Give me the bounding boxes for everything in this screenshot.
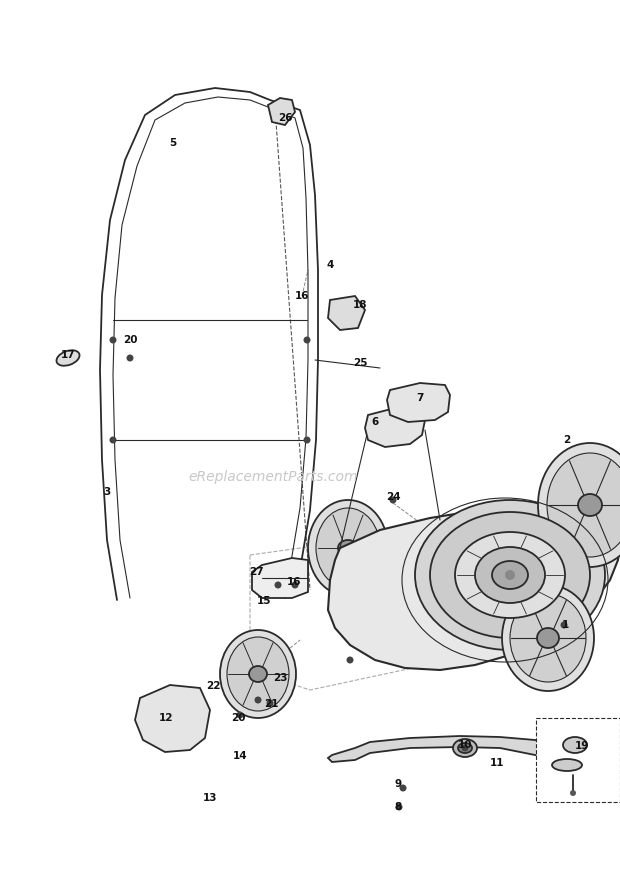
Text: 25: 25 [353,358,367,368]
Ellipse shape [458,743,472,753]
Ellipse shape [308,500,388,596]
Polygon shape [387,383,450,422]
Text: 10: 10 [458,740,472,750]
Ellipse shape [538,443,620,567]
Polygon shape [252,558,308,598]
Text: 20: 20 [123,335,137,345]
Text: 9: 9 [394,779,402,789]
Ellipse shape [316,508,380,588]
Text: 6: 6 [371,417,379,427]
Circle shape [291,582,298,588]
Circle shape [396,804,402,811]
Polygon shape [365,408,425,447]
Ellipse shape [475,547,545,603]
Ellipse shape [56,350,79,365]
Polygon shape [135,685,210,752]
Text: 26: 26 [278,113,292,123]
Polygon shape [328,296,365,330]
Circle shape [399,784,407,791]
Ellipse shape [563,737,587,753]
Ellipse shape [455,532,565,618]
Ellipse shape [227,637,289,711]
Ellipse shape [430,512,590,638]
Circle shape [304,337,311,344]
Ellipse shape [453,739,477,757]
Text: 2: 2 [564,435,570,445]
Circle shape [347,657,353,664]
Ellipse shape [578,494,602,516]
FancyBboxPatch shape [536,718,620,802]
Circle shape [304,437,311,444]
Text: 21: 21 [264,699,278,709]
Ellipse shape [338,540,358,556]
Circle shape [110,437,117,444]
Ellipse shape [537,628,559,648]
Text: 14: 14 [232,751,247,761]
Circle shape [275,582,281,588]
Ellipse shape [415,500,605,650]
Text: 18: 18 [353,300,367,310]
Circle shape [505,570,515,580]
Text: 20: 20 [231,713,246,723]
Ellipse shape [502,585,594,691]
Text: 19: 19 [575,741,589,751]
Circle shape [126,355,133,362]
Polygon shape [268,98,295,125]
Text: 5: 5 [169,138,177,148]
Text: eReplacementParts.com: eReplacementParts.com [188,470,358,484]
Circle shape [267,699,273,707]
Ellipse shape [492,561,528,589]
Text: 24: 24 [386,492,401,502]
Text: 23: 23 [273,673,287,683]
Polygon shape [328,508,620,670]
Polygon shape [328,736,560,762]
Ellipse shape [220,630,296,718]
Ellipse shape [552,759,582,771]
Text: 4: 4 [326,260,334,270]
Text: 17: 17 [61,350,75,360]
Ellipse shape [249,666,267,682]
Circle shape [560,622,567,628]
Text: 15: 15 [257,596,272,606]
Circle shape [570,790,576,796]
Circle shape [389,496,397,503]
Text: 12: 12 [159,713,173,723]
Ellipse shape [510,594,586,682]
Text: 16: 16 [286,577,301,587]
Text: 22: 22 [206,681,220,691]
Text: 3: 3 [104,487,110,497]
Text: 7: 7 [416,393,423,403]
Text: 27: 27 [249,567,264,577]
Ellipse shape [547,453,620,557]
Circle shape [254,697,262,704]
Text: 1: 1 [561,620,569,630]
Text: 13: 13 [203,793,217,803]
Text: 16: 16 [294,291,309,301]
Circle shape [461,745,469,751]
Circle shape [236,712,244,718]
Text: 8: 8 [394,802,402,812]
Text: 11: 11 [490,758,504,768]
Circle shape [110,337,117,344]
